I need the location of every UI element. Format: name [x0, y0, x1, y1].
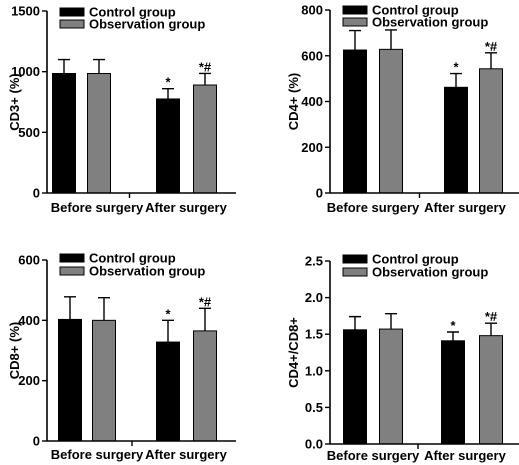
legend-label-control: Control group: [89, 251, 176, 266]
legend-label-control: Control group: [372, 3, 459, 18]
x-category-label: Before surgery: [51, 200, 144, 215]
bar-control-before: [343, 329, 367, 445]
error-bar: [199, 307, 211, 331]
bar-observation-after: [193, 330, 217, 442]
legend-swatch-observation: [59, 19, 85, 29]
error-bar: [349, 29, 361, 51]
y-tick-label: 1500: [11, 4, 40, 19]
x-category-label: After surgery: [424, 200, 506, 215]
legend-label-observation: Observation group: [372, 265, 488, 280]
bar-control-after: [444, 86, 468, 194]
legend-swatch-control: [59, 253, 85, 263]
bar-observation-after: [479, 335, 503, 445]
y-axis-label: CD4+/CD8+: [286, 317, 301, 388]
y-tick-label: 400: [301, 94, 323, 109]
x-category-label: Before surgery: [327, 200, 420, 215]
significance-mark: *: [165, 75, 171, 90]
y-tick-label: 0: [316, 186, 323, 201]
x-category-label: After surgery: [145, 200, 227, 215]
legend-swatch-observation: [59, 266, 85, 276]
significance-mark: *#: [485, 39, 498, 54]
chart-panel-3: * *# 0 200 400 600 Before surgery After surgery…: [7, 251, 236, 462]
y-tick-label: 1.0: [305, 363, 323, 378]
bar-observation-before: [87, 72, 111, 194]
error-bar: [447, 331, 459, 341]
y-tick-label: 500: [18, 125, 40, 140]
legend-swatch-observation: [342, 17, 368, 27]
legend-label-observation: Observation group: [89, 264, 205, 279]
legend-swatch-control: [342, 5, 368, 15]
legend-label-observation: Observation group: [89, 17, 205, 32]
bar-observation-before: [92, 319, 116, 442]
error-bar: [199, 72, 211, 86]
error-bar: [349, 315, 361, 330]
legend-label-observation: Observation group: [372, 15, 488, 30]
significance-mark: *#: [485, 309, 498, 324]
y-axis-label: CD8+ (%): [7, 322, 22, 379]
significance-mark: *: [450, 318, 456, 333]
y-tick-label: 2.0: [305, 290, 323, 305]
y-tick-label: 200: [301, 140, 323, 155]
y-tick-label: 1.5: [305, 327, 323, 342]
bar-control-after: [156, 341, 180, 442]
bar-observation-before: [379, 328, 403, 445]
y-tick-label: 600: [18, 253, 40, 268]
chart-panel-2: * *# 0 200 400 600 800 Before surgery After surg…: [286, 3, 519, 215]
error-bar: [98, 297, 110, 321]
bar-observation-after: [479, 68, 503, 194]
chart-panel-4: * *# 0.0 0.5 1.0 1.5 2.0 2.5 Before surgery After…: [286, 252, 519, 463]
error-bar: [450, 72, 462, 88]
error-bar: [485, 52, 497, 69]
y-axis-label: CD4+ (%): [286, 73, 301, 130]
x-category-label: After surgery: [145, 447, 227, 462]
y-tick-label: 0: [33, 434, 40, 449]
chart-panel-1: * *# 0 500 1000 1500 Before surgery After surge…: [7, 4, 236, 215]
y-tick-label: 800: [301, 3, 323, 18]
bar-observation-before: [379, 48, 403, 194]
y-tick-label: 2.5: [305, 254, 323, 269]
bar-control-before: [58, 318, 82, 442]
y-tick-label: 400: [18, 313, 40, 328]
error-bar: [93, 58, 105, 74]
error-bar: [162, 87, 174, 99]
legend-swatch-control: [342, 254, 368, 264]
x-category-label: Before surgery: [327, 448, 420, 463]
bar-control-before: [52, 72, 76, 194]
bar-observation-after: [193, 84, 217, 194]
y-tick-label: 0: [33, 186, 40, 201]
error-bar: [162, 319, 174, 343]
x-category-label: After surgery: [424, 448, 506, 463]
significance-mark: *#: [199, 294, 212, 309]
y-axis-label: CD3+ (%): [7, 73, 22, 130]
y-tick-label: 0.5: [305, 400, 323, 415]
significance-mark: *: [165, 306, 171, 321]
error-bar: [58, 58, 70, 74]
significance-mark: *: [453, 60, 459, 75]
significance-mark: *#: [199, 59, 212, 74]
y-tick-label: 200: [18, 373, 40, 388]
y-tick-label: 1000: [11, 64, 40, 79]
legend-label-control: Control group: [372, 252, 459, 267]
error-bar: [385, 29, 397, 50]
bar-control-before: [343, 49, 367, 194]
error-bar: [64, 296, 76, 320]
y-tick-label: 600: [301, 48, 323, 63]
bar-control-after: [441, 340, 465, 445]
legend-swatch-control: [59, 7, 85, 17]
error-bar: [385, 313, 397, 330]
x-category-label: Before surgery: [51, 447, 144, 462]
legend-swatch-observation: [342, 267, 368, 277]
legend-label-control: Control group: [89, 5, 176, 20]
bar-control-after: [156, 98, 180, 194]
error-bar: [485, 322, 497, 336]
y-tick-label: 0.0: [305, 437, 323, 452]
